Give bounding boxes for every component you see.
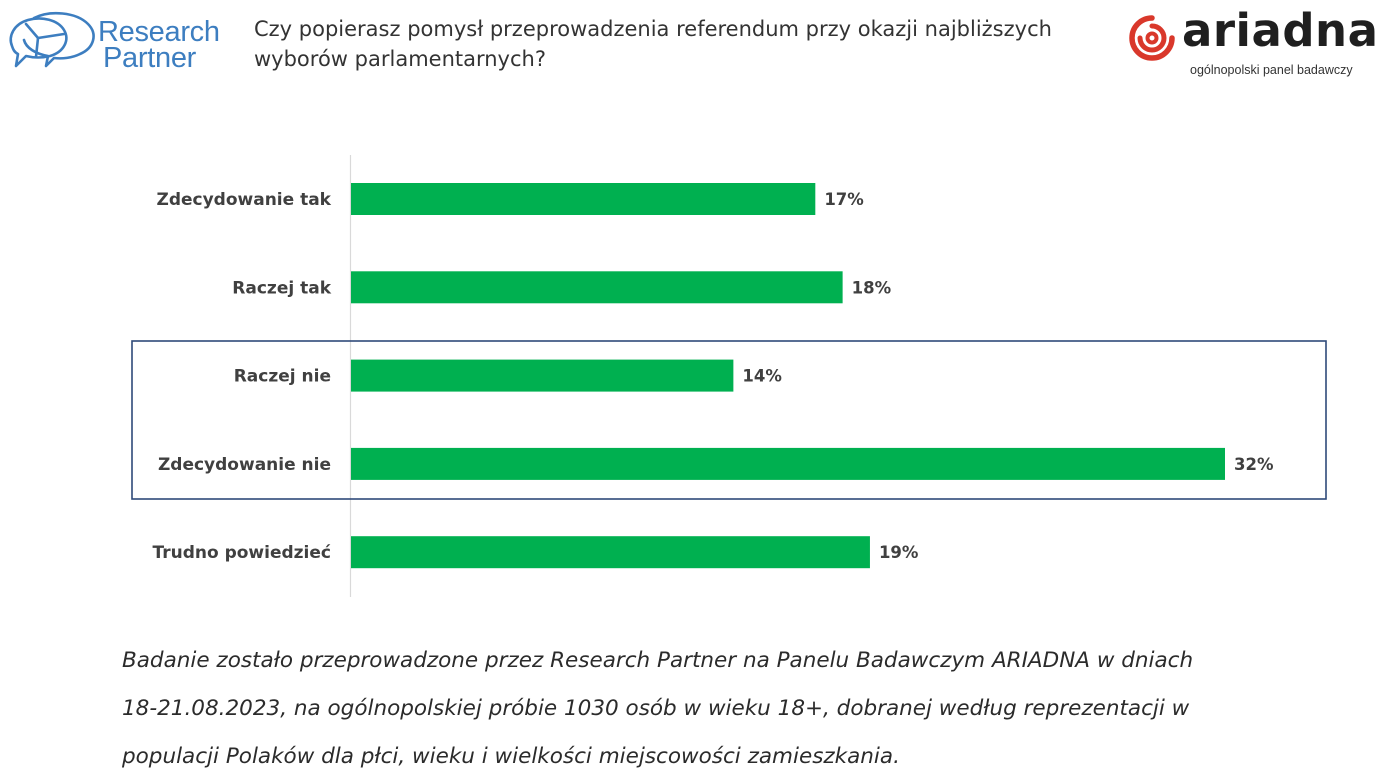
value-label-3: 14% (742, 367, 782, 386)
category-label-1: Zdecydowanie tak (157, 190, 332, 210)
value-label-2: 18% (852, 278, 892, 297)
speech-bubbles-pie-icon (9, 11, 95, 68)
highlight-box (131, 340, 1327, 500)
value-label-5: 19% (879, 543, 919, 562)
footnote-line-3: populacji Polaków dla płci, wieku i wiel… (122, 744, 900, 769)
value-label-1: 17% (824, 190, 864, 209)
methodology-footnote: Badanie zostało przeprowadzone przez Res… (122, 637, 1362, 781)
chart-title: Czy popierasz pomysł przeprowadzenia ref… (254, 14, 1114, 74)
value-label-4: 32% (1234, 455, 1274, 474)
chart-title-line-2: wyborów parlamentarnych? (254, 47, 546, 71)
bar-2 (351, 271, 843, 304)
category-label-2: Raczej tak (232, 278, 331, 298)
bar-4 (351, 447, 1225, 480)
category-label-3: Raczej nie (234, 367, 331, 387)
research-partner-logo: Research Partner (6, 10, 221, 76)
logo-word-partner: Partner (103, 42, 196, 74)
category-label-4: Zdecydowanie nie (158, 455, 331, 475)
chart-title-line-1: Czy popierasz pomysł przeprowadzenia ref… (254, 17, 1052, 41)
bar-1 (351, 183, 816, 215)
bar-3 (351, 359, 734, 392)
footnote-line-1: Badanie zostało przeprowadzone przez Res… (122, 648, 1194, 673)
category-label-5: Trudno powiedzieć (153, 543, 332, 563)
ariadna-wordmark: ariadna (1182, 4, 1379, 57)
bar-5 (351, 536, 870, 569)
ariadna-tagline: ogólnopolski panel badawczy (1190, 63, 1353, 77)
spiral-icon (1129, 15, 1175, 61)
logo-word-research: Research (98, 16, 220, 48)
footnote-line-2: 18-21.08.2023, na ogólnopolskiej próbie … (122, 696, 1190, 721)
ariadna-logo: ariadna ogólnopolski panel badawczy (1126, 4, 1382, 80)
